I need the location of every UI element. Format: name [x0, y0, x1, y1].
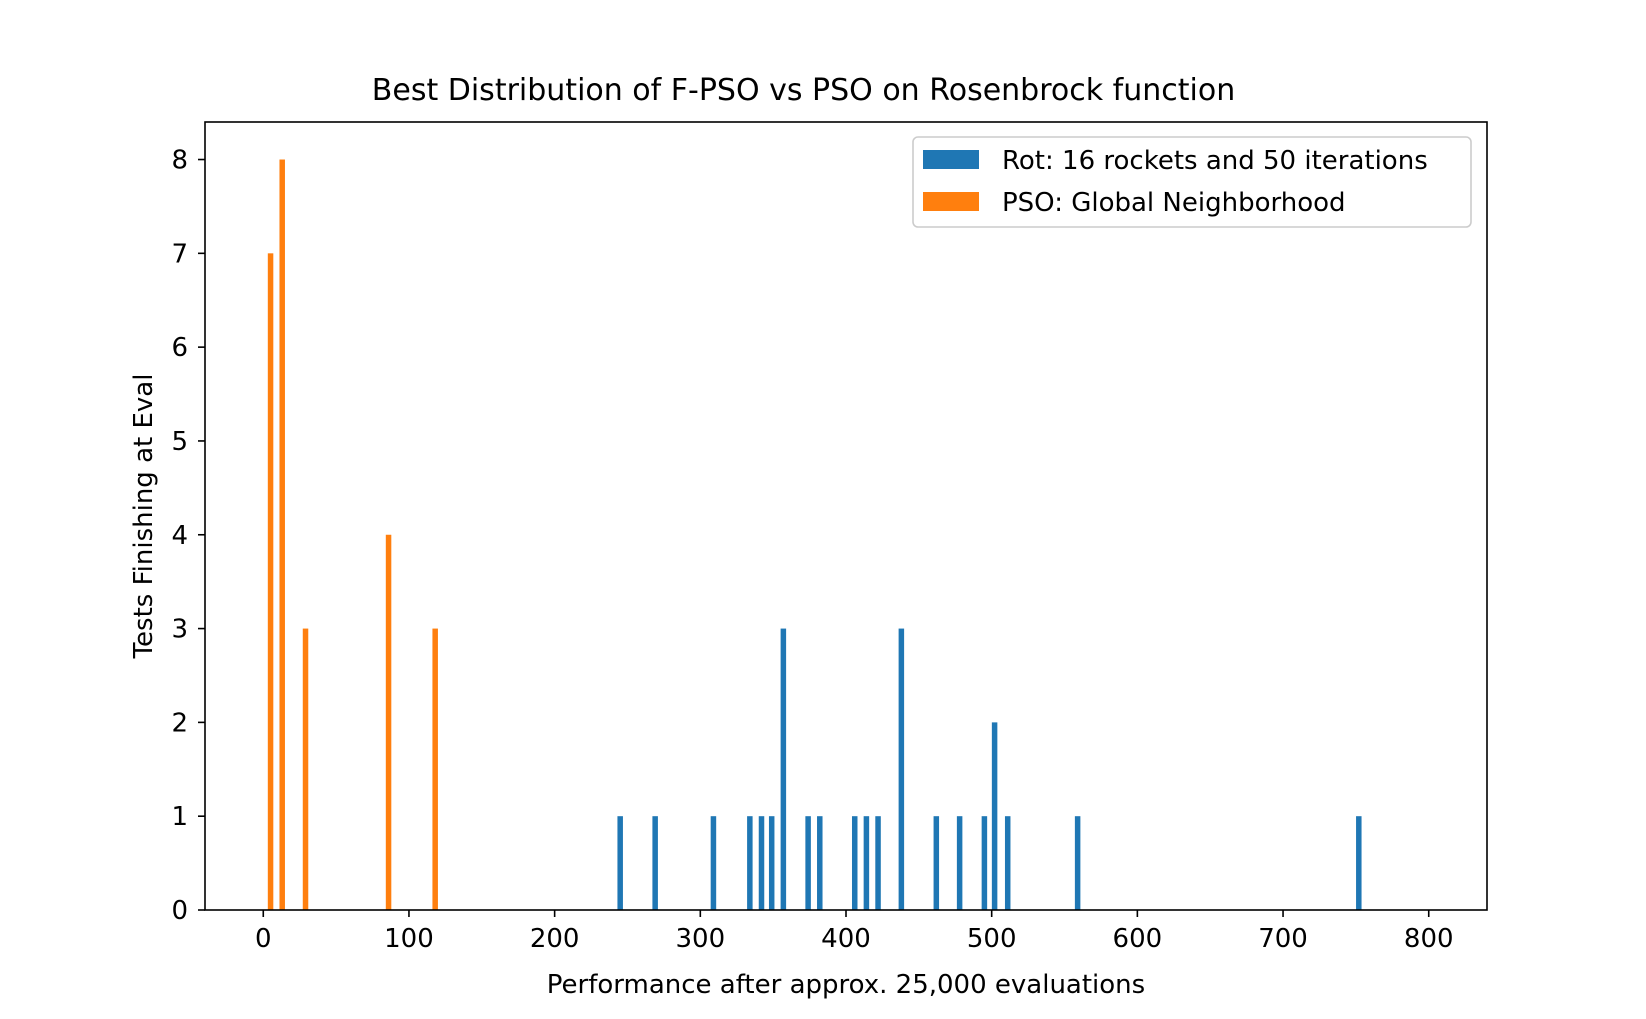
- y-tick-label: 4: [171, 521, 188, 551]
- x-tick-label: 300: [675, 924, 725, 954]
- x-tick-label: 100: [384, 924, 434, 954]
- y-tick-label: 3: [171, 615, 188, 645]
- y-tick-label: 1: [171, 802, 188, 832]
- bar-rot: [898, 628, 905, 910]
- bar-rot: [863, 816, 870, 910]
- y-tick-label: 8: [171, 146, 188, 176]
- legend-label-pso: PSO: Global Neighborhood: [1002, 188, 1346, 218]
- bar-rot: [1074, 816, 1081, 910]
- bar-rot: [875, 816, 881, 910]
- bar-rot: [1004, 816, 1011, 910]
- legend-swatch-pso: [923, 192, 979, 211]
- bar-rot: [851, 816, 858, 910]
- bar-rot: [1356, 816, 1362, 910]
- legend-swatch-rot: [923, 150, 979, 169]
- x-tick-label: 200: [530, 924, 580, 954]
- bar-pso: [267, 253, 274, 910]
- bar-rot: [956, 816, 963, 910]
- bar-rot: [991, 722, 998, 910]
- x-axis-ticks: 0 100 200 300 400 500 600 700 800: [255, 910, 1454, 954]
- bar-pso: [385, 534, 392, 910]
- bar-rot: [933, 816, 940, 910]
- bar-rot: [780, 628, 787, 910]
- bar-rot: [652, 816, 658, 910]
- bars-group: [267, 159, 1362, 910]
- bar-pso: [279, 159, 285, 910]
- y-tick-label: 2: [171, 708, 188, 738]
- bar-rot: [981, 816, 988, 910]
- bar-rot: [805, 816, 811, 910]
- bar-rot: [768, 816, 775, 910]
- bar-rot: [710, 816, 717, 910]
- bar-pso: [302, 628, 309, 910]
- x-tick-label: 800: [1404, 924, 1454, 954]
- bar-rot: [747, 816, 753, 910]
- x-tick-label: 400: [821, 924, 871, 954]
- legend: Rot: 16 rockets and 50 iterations PSO: G…: [912, 136, 1472, 228]
- x-tick-label: 700: [1258, 924, 1308, 954]
- legend-box: [912, 136, 1472, 228]
- bar-pso: [432, 628, 438, 910]
- chart-title: Best Distribution of F-PSO vs PSO on Ros…: [372, 73, 1235, 108]
- x-tick-label: 600: [1113, 924, 1163, 954]
- y-axis-label: Tests Finishing at Eval: [129, 374, 159, 660]
- bar-rot: [817, 816, 823, 910]
- legend-label-rot: Rot: 16 rockets and 50 iterations: [1002, 146, 1428, 176]
- y-axis-ticks: 0 1 2 3 4 5 6 7 8: [171, 146, 205, 926]
- x-axis-label: Performance after approx. 25,000 evaluat…: [547, 970, 1145, 1000]
- y-tick-label: 5: [171, 427, 188, 457]
- bar-rot: [758, 816, 765, 910]
- bar-rot: [617, 816, 623, 910]
- y-tick-label: 6: [171, 333, 188, 363]
- y-tick-label: 0: [171, 896, 188, 926]
- y-tick-label: 7: [171, 239, 188, 269]
- x-tick-label: 0: [255, 924, 272, 954]
- x-tick-label: 500: [967, 924, 1017, 954]
